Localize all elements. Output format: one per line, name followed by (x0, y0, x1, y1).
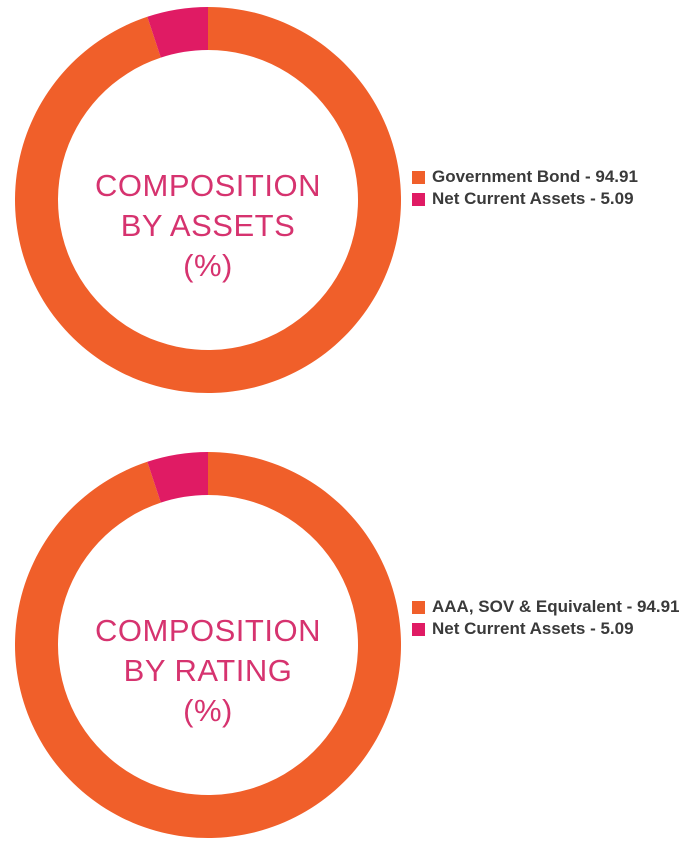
rating-title-line-3: (%) (183, 693, 233, 728)
legend-label: AAA, SOV & Equivalent - 94.91 (432, 597, 680, 616)
assets-legend: Government Bond - 94.91 Net Current Asse… (410, 166, 680, 210)
legend-item-government-bond: Government Bond - 94.91 (410, 166, 680, 188)
rating-legend: AAA, SOV & Equivalent - 94.91 Net Curren… (410, 596, 680, 640)
assets-chart-title: COMPOSITION BY ASSETS (%) (58, 166, 358, 286)
donut-slice-net-current-assets (147, 452, 208, 503)
legend-swatch-orange (412, 601, 425, 614)
legend-label: Government Bond - 94.91 (432, 167, 638, 186)
rating-title-line-2: BY RATING (123, 653, 293, 688)
assets-donut (15, 7, 401, 393)
assets-title-line-3: (%) (183, 248, 233, 283)
assets-title-line-1: COMPOSITION (95, 168, 321, 203)
rating-donut (15, 452, 401, 838)
legend-swatch-pink (412, 623, 425, 636)
legend-label: Net Current Assets - 5.09 (432, 619, 634, 638)
rating-chart-title: COMPOSITION BY RATING (%) (58, 611, 358, 731)
composition-by-rating-chart: COMPOSITION BY RATING (%) AAA, SOV & Equ… (0, 420, 684, 843)
legend-item-net-current-assets: Net Current Assets - 5.09 (410, 188, 680, 210)
legend-label: Net Current Assets - 5.09 (432, 189, 634, 208)
donut-slice-net-current-assets (147, 7, 208, 58)
composition-by-assets-chart: COMPOSITION BY ASSETS (%) Government Bon… (0, 0, 684, 420)
legend-swatch-orange (412, 171, 425, 184)
rating-title-line-1: COMPOSITION (95, 613, 321, 648)
legend-item-net-current-assets: Net Current Assets - 5.09 (410, 618, 680, 640)
legend-swatch-pink (412, 193, 425, 206)
legend-item-aaa-sov-equivalent: AAA, SOV & Equivalent - 94.91 (410, 596, 680, 618)
assets-title-line-2: BY ASSETS (120, 208, 296, 243)
